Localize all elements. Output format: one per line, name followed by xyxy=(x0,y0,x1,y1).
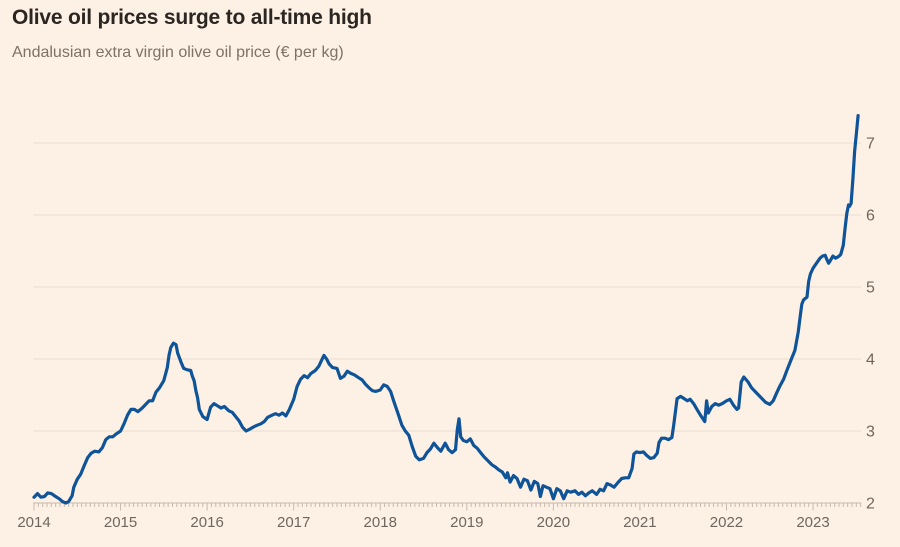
x-tick-label: 2017 xyxy=(277,514,310,531)
x-tick-label: 2014 xyxy=(17,514,50,531)
y-tick-label: 4 xyxy=(866,352,875,369)
y-axis-labels: 2 3 4 5 6 7 xyxy=(866,136,875,513)
y-tick-label: 7 xyxy=(866,136,875,153)
x-tick-label: 2021 xyxy=(623,514,656,531)
x-tick-label: 2023 xyxy=(796,514,829,531)
chart-title: Olive oil prices surge to all-time high xyxy=(12,6,372,29)
x-tick-label: 2016 xyxy=(190,514,223,531)
x-tick-label: 2018 xyxy=(364,514,397,531)
y-tick-label: 5 xyxy=(866,280,875,297)
x-tick-label: 2022 xyxy=(710,514,743,531)
x-axis-labels: 2014 2015 2016 2017 2018 2019 2020 2021 2022 2023 xyxy=(17,514,829,531)
y-tick-label: 3 xyxy=(866,424,875,441)
x-tick-label: 2020 xyxy=(537,514,570,531)
price-line-series xyxy=(32,113,860,505)
y-tick-label: 2 xyxy=(866,496,875,513)
chart-header: Olive oil prices surge to all-time high … xyxy=(12,6,372,62)
chart-subtitle: Andalusian extra virgin olive oil price … xyxy=(12,44,344,61)
axis-ticks xyxy=(33,503,862,511)
x-tick-label: 2019 xyxy=(450,514,483,531)
y-tick-label: 6 xyxy=(866,208,875,225)
x-tick-label: 2015 xyxy=(104,514,137,531)
gridlines xyxy=(33,142,861,504)
